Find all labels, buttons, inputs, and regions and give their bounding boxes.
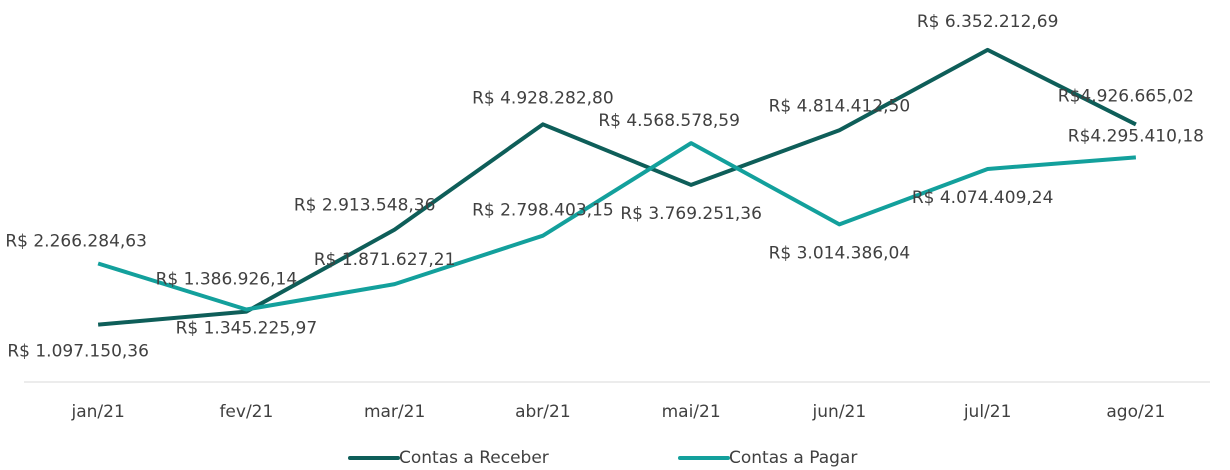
x-tick-label: ago/21: [1106, 402, 1165, 422]
data-label: R$ 4.074.409,24: [912, 188, 1054, 208]
data-label: R$ 2.798.403,15: [472, 201, 614, 221]
series-line: [97, 141, 1137, 312]
data-label: R$4.926.665,02: [1058, 86, 1194, 106]
series-line: [97, 47, 1137, 327]
x-tick-label: jun/21: [812, 402, 867, 422]
data-label: R$ 3.769.251,36: [620, 204, 762, 224]
x-tick-label: jan/21: [70, 402, 124, 422]
data-label: R$ 1.871.627,21: [314, 250, 456, 270]
data-label: R$ 3.014.386,04: [769, 243, 911, 263]
data-label: R$ 1.097.150,36: [7, 342, 149, 362]
data-label: R$ 4.814.412,50: [769, 96, 911, 116]
data-label: R$ 6.352.212,69: [917, 12, 1059, 32]
legend-label: Contas a Pagar: [729, 448, 857, 468]
x-tick-label: mai/21: [662, 402, 721, 422]
data-label: R$ 2.913.548,36: [294, 196, 436, 216]
x-tick-label: jul/21: [963, 402, 1012, 422]
x-tick-label: fev/21: [219, 402, 273, 422]
data-label: R$ 1.345.225,97: [176, 319, 318, 339]
x-tick-label: abr/21: [515, 402, 571, 422]
x-tick-label: mar/21: [364, 402, 425, 422]
data-label: R$ 1.386.926,14: [156, 269, 298, 289]
data-label: R$ 4.928.282,80: [472, 88, 614, 108]
data-label: R$ 2.266.284,63: [5, 232, 147, 252]
legend-label: Contas a Receber: [399, 448, 549, 468]
data-label: R$4.295.410,18: [1068, 126, 1204, 146]
data-label: R$ 4.568.578,59: [598, 111, 740, 131]
